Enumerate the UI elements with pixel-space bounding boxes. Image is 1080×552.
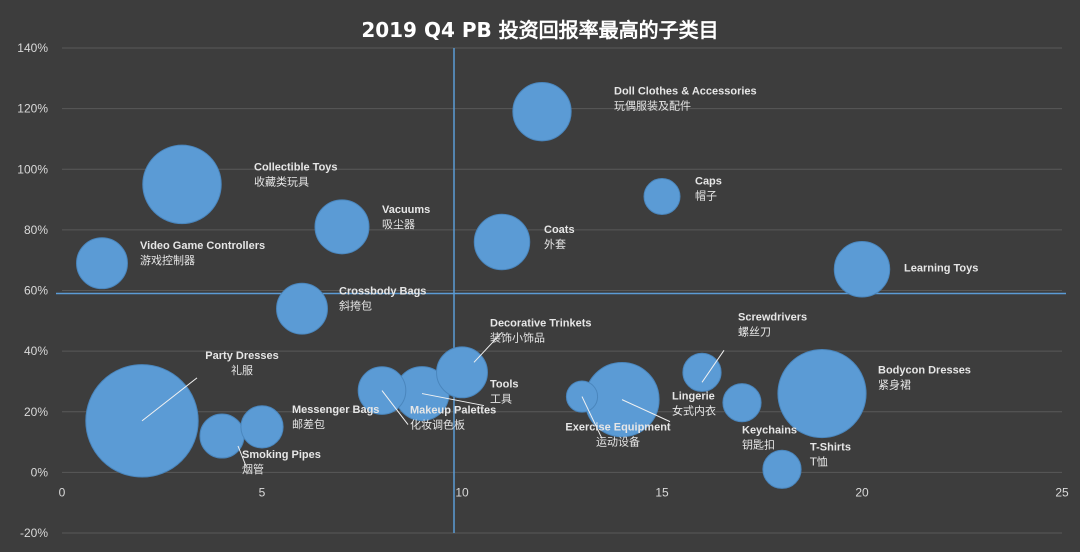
bubble [777,348,867,439]
bubble-label-zh: 玩偶服装及配件 [614,100,691,113]
leader-line [473,332,503,363]
bubble [240,405,284,449]
bubble-label-en: Collectible Toys [254,161,338,173]
y-tick-label: 40% [24,344,48,358]
bubble [276,282,328,335]
x-tick-label: 15 [655,485,669,499]
bubble-label-zh: 吸尘器 [382,218,415,231]
bubble-label-zh: 斜挎包 [339,299,372,313]
leader-line [621,399,671,423]
bubble-label-en: Doll Clothes & Accessories [614,86,757,98]
bubble-label-zh: 游戏控制器 [140,253,195,267]
bubble [142,144,222,225]
bubble-label-zh: 化妆调色板 [410,418,465,432]
y-tick-label: 0% [31,465,49,479]
bubble-label-en: Makeup Palettes [410,405,496,417]
bubble-label-en: Tools [490,379,519,391]
leader-line [141,377,198,422]
bubble-label-en: Crossbody Bags [339,286,426,298]
bubble-label-en: Lingerie [672,391,715,403]
bubble-label-zh: 邮差包 [292,417,325,431]
bubble [314,199,370,255]
bubble-label-en: Bodycon Dresses [878,365,971,377]
bubble-label-zh: 钥匙扣 [742,438,775,452]
bubble-label-zh: 装饰小饰品 [490,330,545,344]
bubble [762,449,802,489]
leader-line [381,390,409,425]
chart-title: 2019 Q4 PB 投资回报率最高的子类目 [361,18,718,42]
y-axis-tick-labels: -20% 0% 20% 40% 60% 80% 100% 120% 140% [17,41,48,540]
bubble [833,241,891,298]
bubble-label-zh: 外套 [544,238,566,251]
y-tick-label: -20% [20,526,48,540]
bubble-label-zh: 烟管 [242,462,264,476]
bubble-label-zh: 收藏类玩具 [254,174,309,188]
bubble-label-en: Coats [544,224,575,236]
bubble-label-zh: 螺丝刀 [738,325,771,338]
bubble-label-en: Vacuums [382,204,430,216]
bubble-label-en: Learning Toys [904,262,978,274]
leader-line [701,350,725,383]
leader-line [421,393,485,407]
x-axis-tick-labels: 0 5 10 15 20 25 [59,485,1069,499]
x-tick-label: 10 [455,485,469,499]
x-tick-label: 20 [855,485,869,499]
bubble-label-en: T-Shirts [810,441,851,453]
bubble-label-en: Messenger Bags [292,404,379,416]
reference-lines [56,48,1066,533]
bubble-label-zh: 礼服 [231,363,253,377]
bubble-label-en: Screwdrivers [738,311,807,323]
bubble-label-zh: 紧身裙 [878,378,911,392]
bubble [473,213,531,271]
bubble-label-en: Keychains [742,425,797,437]
bubble-label-zh: 运动设备 [596,435,640,449]
bubble [682,352,722,392]
y-tick-label: 120% [17,102,48,116]
x-tick-label: 5 [259,485,266,499]
y-tick-label: 20% [24,405,48,419]
x-tick-label: 0 [59,485,66,499]
bubble [76,237,128,290]
y-tick-label: 60% [24,284,48,298]
leader-line [237,445,247,467]
leader-lines [141,332,725,467]
bubble-labels: Doll Clothes & Accessories 玩偶服装及配件 Collect… [140,86,978,476]
bubble-label-zh: 帽子 [695,190,717,203]
bubble-label-en: Video Game Controllers [140,240,265,252]
bubble-label-en: Decorative Trinkets [490,317,592,329]
gridlines [62,47,1062,534]
bubble [722,383,762,423]
bubble [436,346,488,399]
bubble [512,81,572,142]
y-tick-label: 100% [17,162,48,176]
y-tick-label: 80% [24,223,48,237]
bubble-label-en: Smoking Pipes [242,449,321,461]
bubble-label-zh: T恤 [809,455,828,468]
bubble-label-en: Caps [695,176,722,188]
bubble-label-zh: 女式内衣 [672,404,716,418]
bubble-label-en: Party Dresses [205,350,278,362]
bubble [643,178,681,216]
y-tick-label: 140% [17,41,48,55]
bubble-label-en: Exercise Equipment [565,422,670,434]
bubble [199,413,245,459]
bubble-label-zh: 工具 [490,393,512,406]
x-tick-label: 25 [1055,485,1069,499]
leader-line [581,396,603,439]
